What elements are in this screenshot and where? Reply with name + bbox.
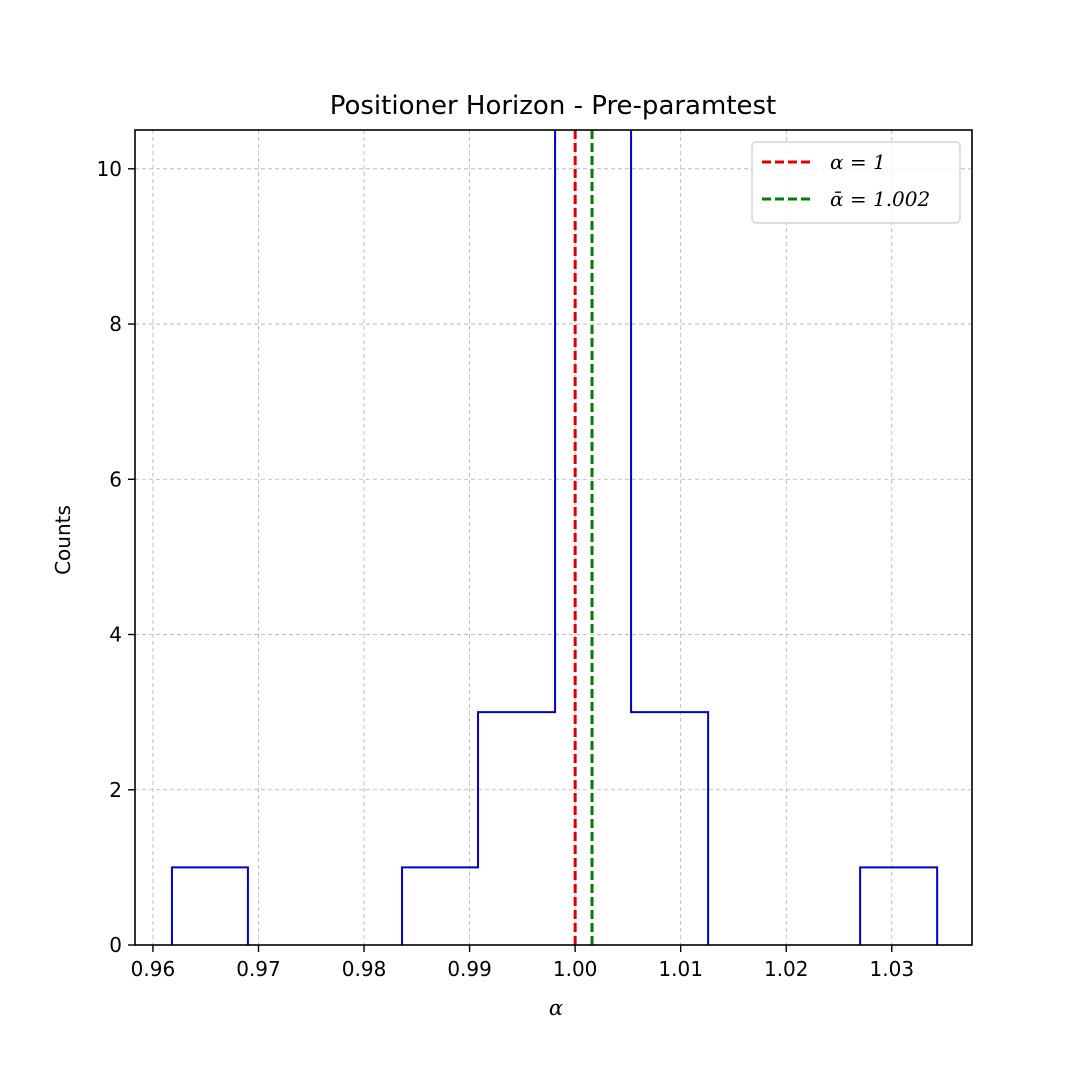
x-tick-label: 0.97 [236, 957, 281, 981]
x-tick-label: 0.99 [447, 957, 492, 981]
x-tick-label: 1.02 [764, 957, 809, 981]
y-tick-label: 4 [109, 623, 122, 647]
y-tick-label: 8 [109, 312, 122, 336]
x-tick-label: 1.00 [553, 957, 598, 981]
y-axis-ticks: 0 2 4 6 8 10 [97, 157, 135, 957]
reference-lines-layer [573, 130, 594, 945]
chart-title: Positioner Horizon - Pre-paramtest [330, 91, 777, 121]
y-tick-label: 6 [109, 467, 122, 491]
plot-frame [134, 129, 973, 946]
histogram-layer [170, 130, 939, 945]
grid-layer [135, 130, 972, 946]
x-tick-label: 1.01 [658, 957, 703, 981]
histogram-bars [170, 866, 249, 945]
histogram-bars [401, 130, 710, 945]
x-axis-label: α [549, 996, 563, 1020]
histogram-bars [859, 866, 939, 945]
y-tick-label: 2 [109, 778, 122, 802]
x-axis-ticks: 0.96 0.97 0.98 0.99 1.00 1.01 1.02 1.03 [131, 945, 914, 981]
x-tick-label: 1.03 [870, 957, 915, 981]
y-tick-label: 10 [97, 157, 122, 181]
y-tick-label: 0 [109, 933, 122, 957]
legend-label-alpha-mean: ᾱ = 1.002 [830, 187, 930, 211]
x-tick-label: 0.98 [342, 957, 387, 981]
y-axis-label: Counts [51, 505, 75, 575]
x-tick-label: 0.96 [131, 957, 176, 981]
legend-label-alpha-one: α = 1 [830, 150, 886, 174]
legend: α = 1 ᾱ = 1.002 [751, 141, 961, 224]
